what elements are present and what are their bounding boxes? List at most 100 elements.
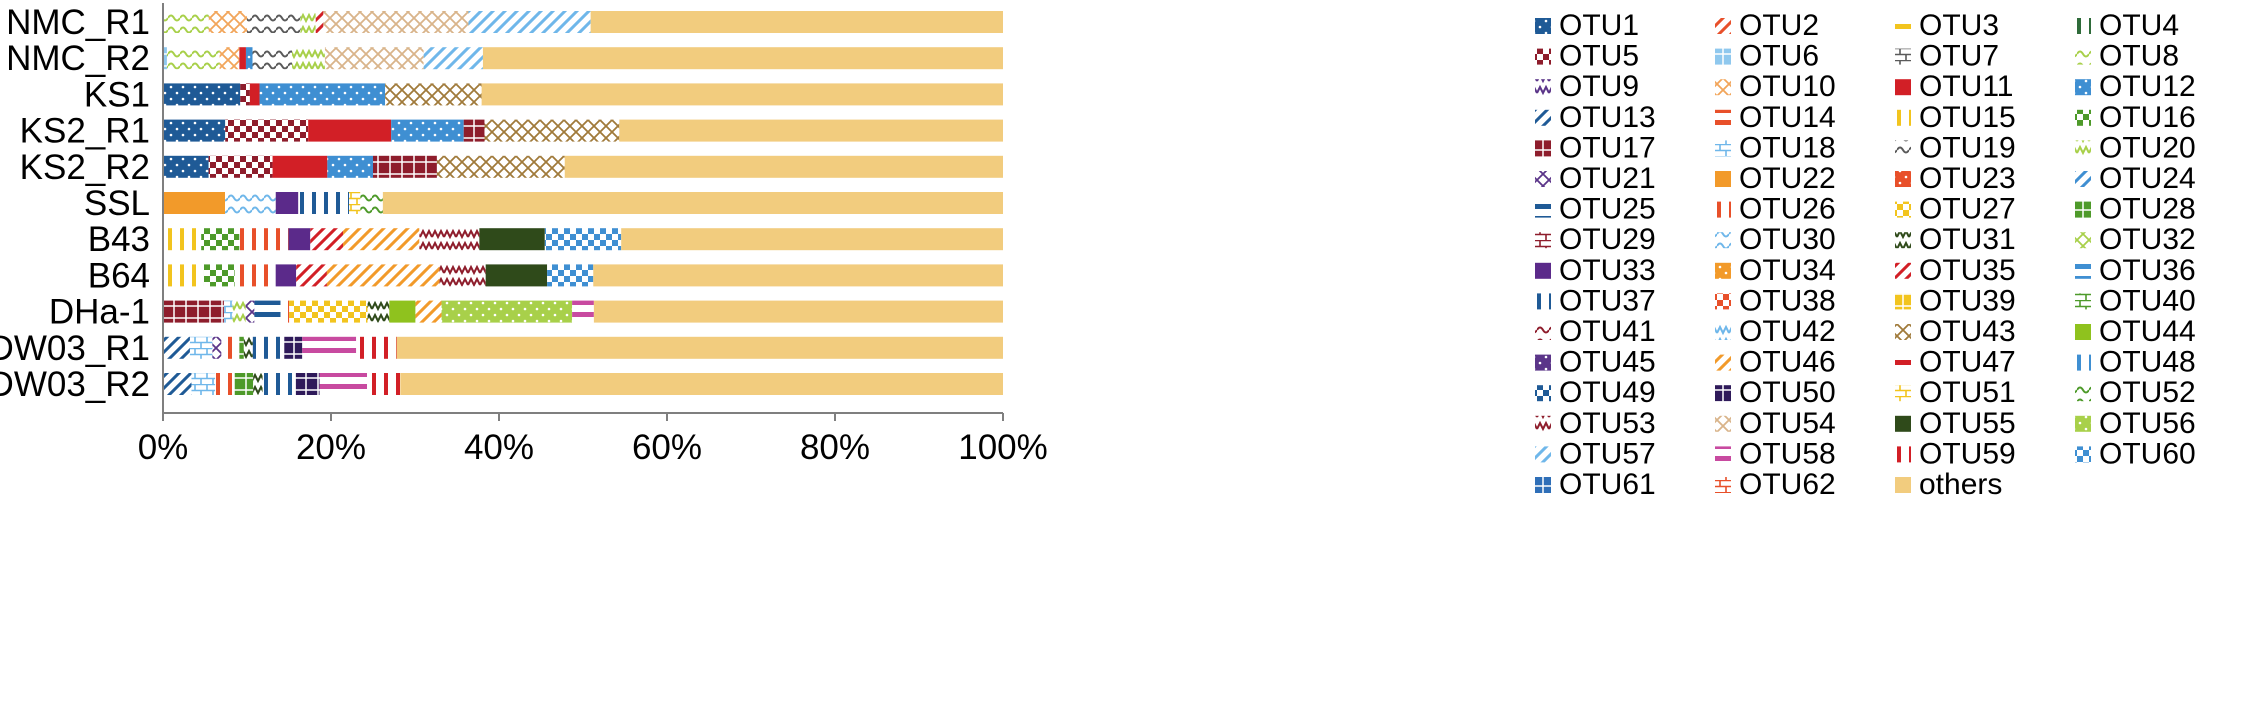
bar-segment-DW03_R2-OTU58 xyxy=(319,373,368,395)
bars-layer xyxy=(163,11,1003,395)
legend-label: OTU51 xyxy=(1919,376,2016,409)
bar-segment-DW03_R2-OTU50 xyxy=(295,373,320,395)
bar-segment-KS2_R1-others xyxy=(619,119,1003,142)
bar-segment-NMC_R1-OTU35 xyxy=(315,11,324,33)
x-tick-label: 20% xyxy=(296,428,366,467)
bar-segment-DW03_R1-OTU59 xyxy=(356,336,397,359)
bar-segment-B43-OTU33 xyxy=(288,228,311,251)
bar-segment-DHa-1-OTU21 xyxy=(245,300,255,323)
bar-segment-B64-OTU53 xyxy=(439,264,486,287)
legend-swatch xyxy=(1715,18,1731,34)
legend-label: OTU48 xyxy=(2099,346,2196,379)
legend-item-OTU23: OTU23 xyxy=(1895,162,2016,195)
bar-segment-DW03_R1-OTU21 xyxy=(212,336,222,359)
bar-segment-B64-OTU55 xyxy=(485,264,548,287)
bar-segment-DW03_R1-OTU50 xyxy=(284,336,303,359)
legend-label: OTU31 xyxy=(1919,223,2016,256)
bar-segment-NMC_R2-OTU8 xyxy=(166,47,220,70)
legend-item-OTU9: OTU9 xyxy=(1535,70,1639,103)
legend-swatch xyxy=(1715,109,1731,126)
legend-label: OTU12 xyxy=(2099,70,2196,103)
legend-item-others: others xyxy=(1895,468,2002,501)
bar-segment-KS1-OTU1 xyxy=(163,83,241,106)
legend-swatch xyxy=(1535,18,1551,34)
bar-segment-DW03_R2-OTU31 xyxy=(253,373,263,395)
legend-swatch xyxy=(1895,477,1911,493)
legend-label: OTU3 xyxy=(1919,9,1999,42)
legend-item-OTU37: OTU37 xyxy=(1535,284,1656,317)
legend-item-OTU18: OTU18 xyxy=(1715,131,1836,164)
x-tick-label: 60% xyxy=(632,428,702,467)
legend-item-OTU3: OTU3 xyxy=(1895,9,1999,42)
legend-item-OTU47: OTU47 xyxy=(1895,346,2016,379)
legend-item-OTU26: OTU26 xyxy=(1715,193,1836,226)
category-label-B64: B64 xyxy=(88,256,150,295)
legend-item-OTU41: OTU41 xyxy=(1535,315,1656,348)
category-label-DW03_R1: DW03_R1 xyxy=(0,329,150,368)
category-label-NMC_R1: NMC_R1 xyxy=(6,3,150,42)
bar-segment-B64-others xyxy=(593,264,1003,287)
legend-label: OTU40 xyxy=(2099,284,2196,317)
bar-segment-DW03_R1-OTU18 xyxy=(189,336,213,359)
legend-item-OTU6: OTU6 xyxy=(1715,40,1819,73)
bar-segment-B43-OTU16 xyxy=(201,228,240,251)
category-label-SSL: SSL xyxy=(84,184,150,223)
legend-label: OTU39 xyxy=(1919,284,2016,317)
bar-segment-NMC_R2-OTU10 xyxy=(219,47,240,70)
bar-segment-B64-OTU15 xyxy=(163,264,204,287)
legend-swatch xyxy=(2075,354,2091,371)
legend-label: OTU59 xyxy=(1919,437,2016,470)
legend-item-OTU10: OTU10 xyxy=(1715,70,1836,103)
legend-swatch xyxy=(1895,415,1911,432)
legend-item-OTU42: OTU42 xyxy=(1715,315,1836,348)
bar-segment-NMC_R1-OTU19 xyxy=(247,11,301,33)
bar-segment-B64-OTU35 xyxy=(296,264,327,287)
legend-label: OTU41 xyxy=(1559,315,1656,348)
category-label-B43: B43 xyxy=(88,220,150,259)
legend-swatch xyxy=(1895,48,1911,65)
bar-segment-DHa-1-OTU26 xyxy=(280,300,290,323)
legend-swatch xyxy=(1715,446,1731,463)
legend-swatch xyxy=(1535,415,1551,432)
legend-swatch xyxy=(1895,109,1911,126)
bar-segment-B64-OTU16 xyxy=(203,264,235,287)
legend-label: OTU20 xyxy=(2099,131,2196,164)
legend-swatch xyxy=(1715,262,1731,279)
bar-segment-B43-others xyxy=(621,228,1003,251)
legend-item-OTU52: OTU52 xyxy=(2075,376,2196,409)
legend-item-OTU24: OTU24 xyxy=(2075,162,2196,195)
bar-segment-KS2_R2-OTU12 xyxy=(327,155,373,178)
legend-label: OTU17 xyxy=(1559,131,1656,164)
category-label-NMC_R2: NMC_R2 xyxy=(6,39,150,78)
bar-segment-KS2_R2-OTU11 xyxy=(272,155,328,178)
legend-label: OTU61 xyxy=(1559,468,1656,501)
legend-item-OTU60: OTU60 xyxy=(2075,437,2196,470)
legend-item-OTU1: OTU1 xyxy=(1535,9,1639,42)
bar-segment-DW03_R2-OTU59 xyxy=(367,373,401,395)
legend-label: OTU14 xyxy=(1739,101,1836,134)
legend-item-OTU39: OTU39 xyxy=(1895,284,2016,317)
legend-label: OTU29 xyxy=(1559,223,1656,256)
bar-segment-SSL-OTU33 xyxy=(275,192,299,214)
bar-segment-KS1-OTU11 xyxy=(249,83,260,106)
bar-segment-NMC_R1-OTU54 xyxy=(323,11,469,33)
bar-segment-DW03_R2-OTU13 xyxy=(163,373,192,395)
legend-label: OTU27 xyxy=(1919,193,2016,226)
bar-segment-DHa-1-OTU44 xyxy=(389,300,416,323)
bar-segment-DHa-1-OTU18 xyxy=(223,300,233,323)
bar-segment-SSL-others xyxy=(382,192,1003,214)
bar-segment-B43-OTU15 xyxy=(163,228,202,251)
legend-swatch xyxy=(1715,477,1731,493)
legend-label: OTU45 xyxy=(1559,346,1656,379)
legend-label: OTU24 xyxy=(2099,162,2196,195)
bar-segment-DW03_R1-OTU26 xyxy=(221,336,240,359)
bar-segment-KS2_R1-OTU1 xyxy=(163,119,226,142)
bar-segment-DHa-1-OTU58 xyxy=(572,300,594,323)
legend-label: OTU36 xyxy=(2099,254,2196,287)
bar-segment-DW03_R2-OTU26 xyxy=(215,373,235,395)
bar-segment-B43-OTU35 xyxy=(310,228,343,251)
legend-item-OTU22: OTU22 xyxy=(1715,162,1836,195)
bar-segment-KS1-OTU12 xyxy=(259,83,386,106)
legend-label: OTU56 xyxy=(2099,407,2196,440)
